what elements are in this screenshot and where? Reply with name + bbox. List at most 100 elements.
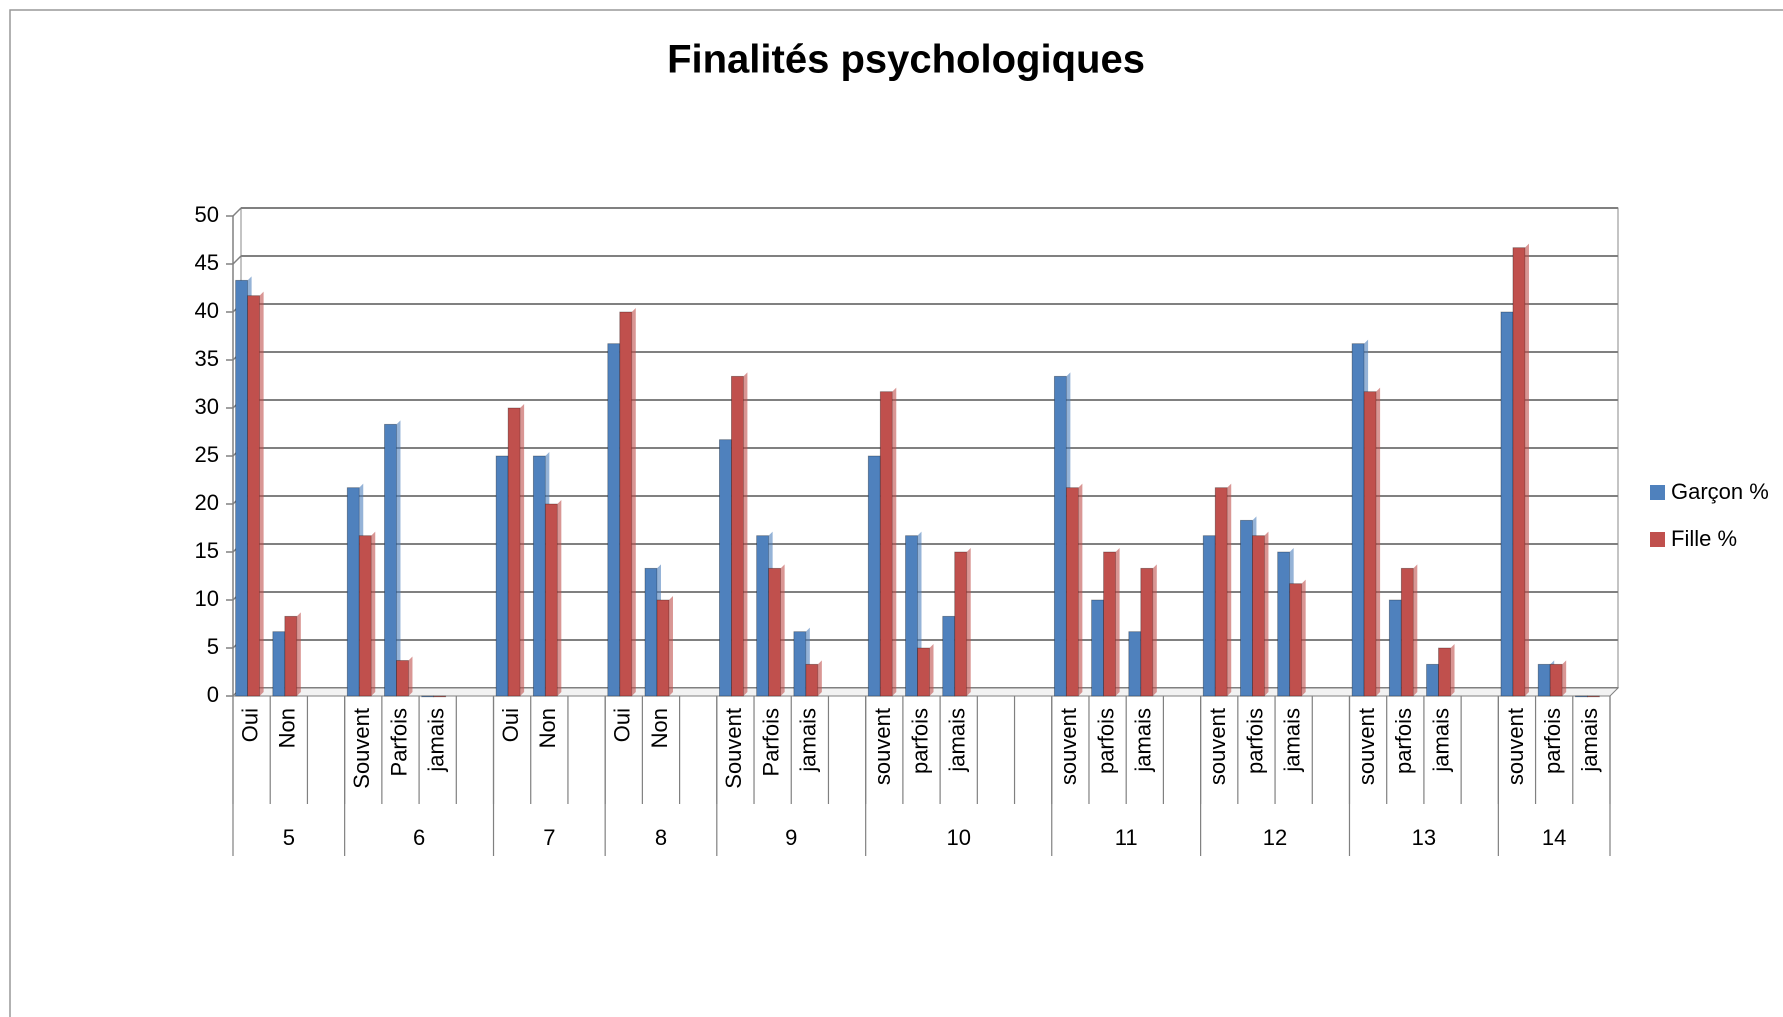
bar xyxy=(1214,487,1228,697)
bar xyxy=(421,695,435,698)
x-tick-label: souvent xyxy=(1205,708,1230,785)
bar-side xyxy=(396,420,401,696)
bar xyxy=(495,455,509,697)
x-tick-label: Non xyxy=(275,708,300,748)
bar-side xyxy=(296,612,301,696)
bar-side xyxy=(892,387,897,696)
bar-side xyxy=(668,596,673,696)
bar xyxy=(1500,311,1514,697)
x-tick-label: jamais xyxy=(1577,708,1602,773)
legend-label: Fille % xyxy=(1671,526,1737,551)
bar xyxy=(731,375,744,697)
bar-side xyxy=(631,308,636,696)
bar-side xyxy=(1301,579,1306,696)
bar xyxy=(1240,519,1253,697)
x-tick-label: souvent xyxy=(1354,708,1379,785)
bar xyxy=(879,391,893,697)
bar xyxy=(768,567,782,697)
bar-side xyxy=(1376,387,1381,696)
bar xyxy=(1053,375,1067,697)
bar-side xyxy=(1264,531,1269,696)
bar xyxy=(1277,551,1291,697)
x-tick-label: souvent xyxy=(1503,708,1528,785)
bar-side xyxy=(1078,483,1083,696)
bar xyxy=(396,660,409,697)
legend-label: Garçon % xyxy=(1671,479,1769,504)
bar xyxy=(346,487,360,697)
x-tick-label: souvent xyxy=(1056,708,1081,785)
bar-side xyxy=(743,372,748,696)
x-tick-label: Parfois xyxy=(758,708,783,776)
bar xyxy=(942,615,956,697)
bar xyxy=(917,647,930,697)
group-label: 13 xyxy=(1412,825,1436,850)
bar-side xyxy=(1562,660,1567,696)
bar xyxy=(905,535,918,697)
bar-side xyxy=(929,644,934,696)
x-tick-label: jamais xyxy=(424,708,449,773)
bar-side xyxy=(408,656,413,696)
y-tick-label: 35 xyxy=(195,346,219,371)
bar xyxy=(1549,663,1563,697)
bar xyxy=(384,423,397,697)
y-tick-label: 10 xyxy=(195,586,219,611)
x-tick-label: Oui xyxy=(610,708,635,742)
bar xyxy=(1537,663,1551,697)
y-tick-label: 0 xyxy=(207,682,219,707)
x-tick-label: Non xyxy=(647,708,672,748)
bar-side xyxy=(1450,644,1455,696)
group-label: 6 xyxy=(413,825,425,850)
bar xyxy=(1426,663,1439,697)
group-label: 12 xyxy=(1263,825,1287,850)
x-tick-label: Souvent xyxy=(349,708,374,789)
bar xyxy=(433,695,447,698)
bar xyxy=(719,439,732,697)
group-label: 11 xyxy=(1115,825,1138,850)
x-tick-label: jamais xyxy=(796,708,821,773)
y-tick-label: 25 xyxy=(195,442,219,467)
bar xyxy=(1351,343,1365,697)
bar xyxy=(358,535,372,697)
group-label: 10 xyxy=(946,825,970,850)
y-tick-label: 5 xyxy=(207,634,219,659)
bar xyxy=(235,279,249,697)
bar xyxy=(1140,567,1154,697)
x-tick-label: jamais xyxy=(1428,708,1453,773)
bar-side xyxy=(780,564,785,696)
group-label: 7 xyxy=(543,825,555,850)
bar-side xyxy=(557,500,562,696)
x-tick-label: souvent xyxy=(870,708,895,785)
legend-swatch xyxy=(1650,532,1665,547)
x-tick-label: parfois xyxy=(1391,708,1416,774)
bar xyxy=(644,567,658,697)
group-label: 5 xyxy=(283,825,295,850)
bar xyxy=(954,551,968,697)
x-tick-label: jamais xyxy=(945,708,970,773)
bar xyxy=(656,599,670,697)
bar xyxy=(1574,695,1588,698)
bar-side xyxy=(520,404,525,696)
bar xyxy=(284,615,298,697)
bar xyxy=(1091,599,1104,697)
group-label: 14 xyxy=(1542,825,1566,850)
x-tick-label: parfois xyxy=(1540,708,1565,774)
bar xyxy=(867,455,881,697)
bar-side xyxy=(259,291,264,696)
bar xyxy=(619,311,633,697)
bar-side xyxy=(1115,548,1120,696)
bar xyxy=(607,343,621,697)
chart-title: Finalités psychologiques xyxy=(667,38,1145,82)
bar xyxy=(1363,391,1377,697)
x-tick-label: Parfois xyxy=(386,708,411,776)
x-tick-label: jamais xyxy=(1131,708,1156,773)
bar xyxy=(1388,599,1402,697)
group-label: 8 xyxy=(655,825,667,850)
x-tick-label: Souvent xyxy=(721,708,746,789)
x-tick-label: jamais xyxy=(1279,708,1304,773)
x-tick-label: parfois xyxy=(1093,708,1118,774)
bar xyxy=(544,503,558,697)
bar xyxy=(1400,567,1414,697)
bar-side xyxy=(1152,564,1157,696)
bar-side xyxy=(1227,483,1232,696)
